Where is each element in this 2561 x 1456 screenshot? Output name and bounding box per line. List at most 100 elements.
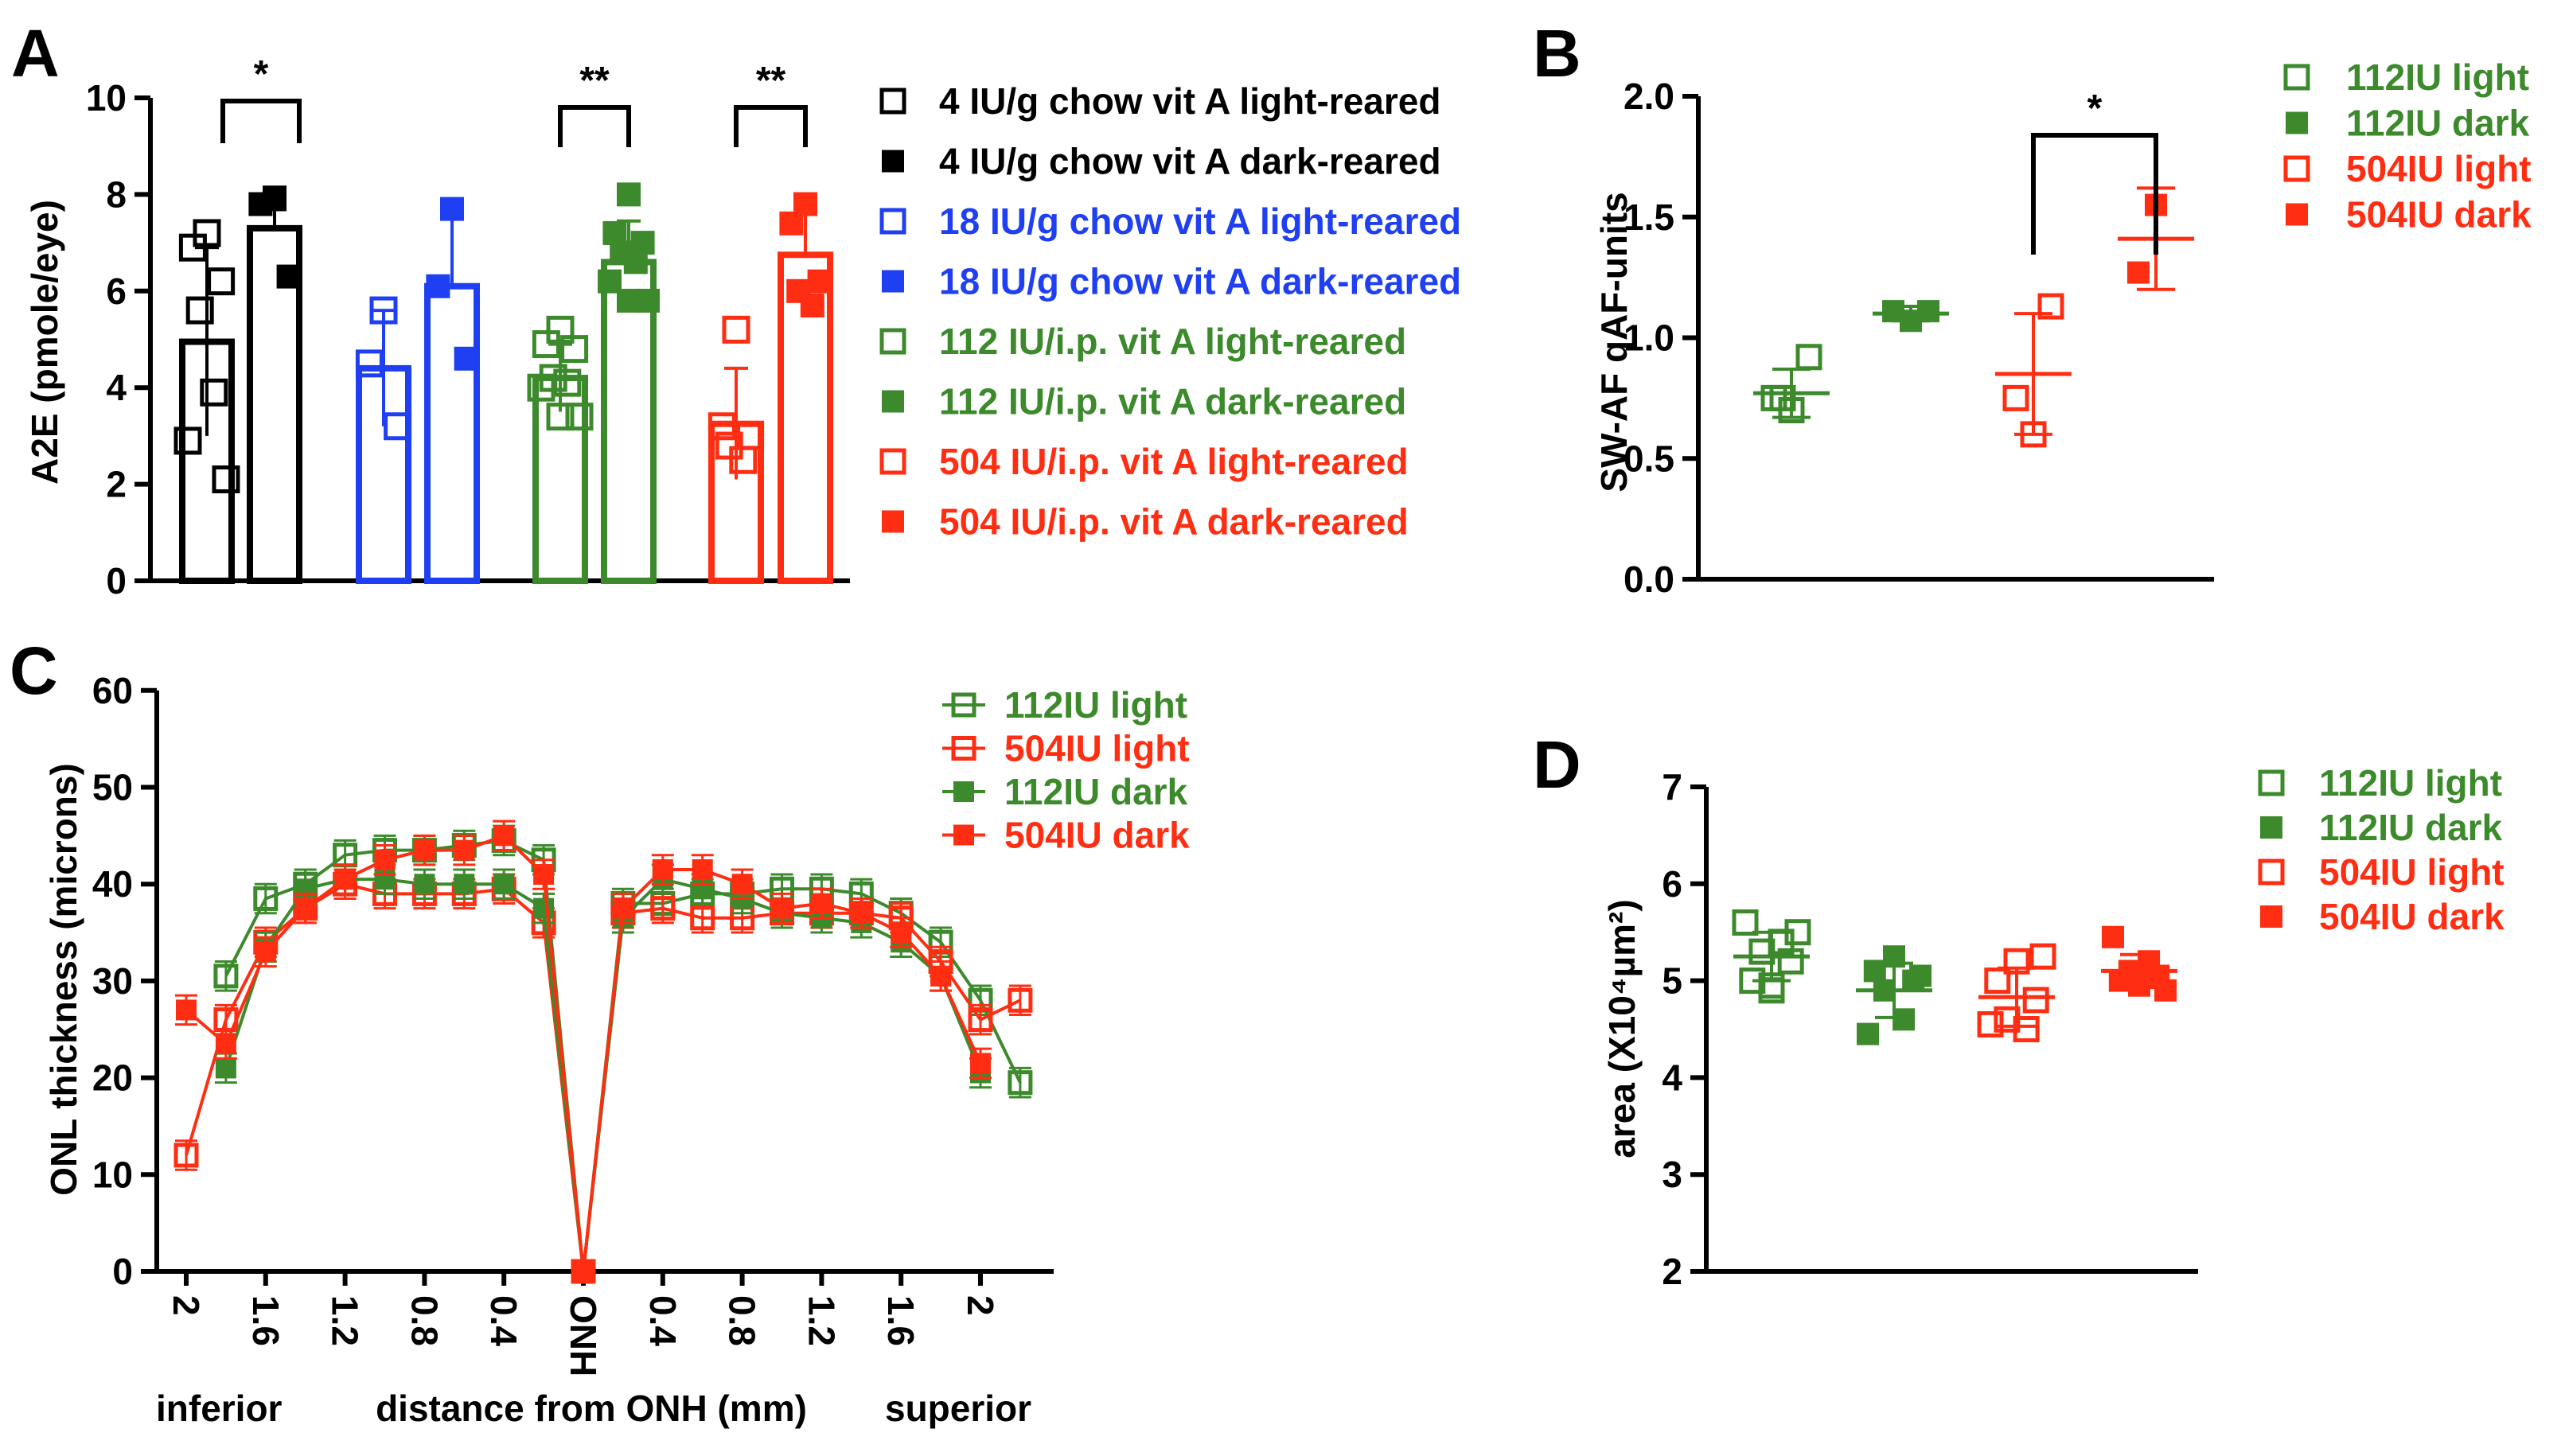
legend-marker <box>882 270 904 293</box>
y-tick-label: 5 <box>1662 960 1682 1002</box>
legend-label: 504IU dark <box>2346 194 2532 236</box>
data-point <box>414 874 435 895</box>
y-tick-label: 6 <box>1662 863 1682 905</box>
bar <box>532 375 588 584</box>
legend-label: 18 IU/g chow vit A dark-reared <box>939 261 1461 302</box>
data-point <box>968 1007 993 1033</box>
y-axis-label: area (X10⁴µm²) <box>1601 899 1643 1158</box>
data-point <box>546 403 575 431</box>
data-point <box>617 182 641 207</box>
legend-marker <box>2286 203 2308 226</box>
panel-letter: C <box>10 633 58 708</box>
legend-label: 504 IU/i.p. vit A dark-reared <box>939 501 1409 543</box>
legend-label: 504IU light <box>2319 851 2504 893</box>
data-point <box>527 373 555 402</box>
panel-letter: D <box>1533 727 1581 802</box>
x-axis-label-inferior: inferior <box>156 1388 283 1429</box>
data-point <box>692 858 713 880</box>
y-tick-label: 8 <box>106 173 127 215</box>
data-point <box>617 288 641 313</box>
data-point <box>200 378 228 407</box>
data-point <box>355 349 384 378</box>
legend-label: 504IU dark <box>1004 815 1190 856</box>
legend-marker <box>882 510 904 533</box>
legend-label: 504IU light <box>1004 728 1190 769</box>
y-tick-label: 1.0 <box>1624 317 1674 359</box>
legend-marker <box>951 692 976 718</box>
data-point <box>2127 261 2150 284</box>
data-point <box>207 267 236 296</box>
data-point <box>1909 964 1931 987</box>
scatter-group <box>1873 300 1949 333</box>
panel-a: A 0 2 4 6 8 10 A2E (pmole/eye) 4 IU/g chow vit A… <box>11 16 1461 601</box>
data-point <box>248 192 273 216</box>
data-point <box>807 269 832 294</box>
y-tick-label: 0 <box>112 1251 133 1292</box>
legend-marker <box>2286 111 2308 134</box>
y-tick-label: 0.0 <box>1624 559 1674 600</box>
legend-marker <box>953 824 974 846</box>
bar-group <box>707 315 765 584</box>
data-point <box>173 426 202 455</box>
data-point <box>779 211 804 236</box>
y-tick-label: 10 <box>92 1154 133 1195</box>
bar-group <box>247 185 302 584</box>
data-point <box>532 330 560 359</box>
y-tick-label: 3 <box>1662 1154 1682 1195</box>
data-point <box>623 250 648 274</box>
y-axis-label: SW-AF qAF-units <box>1593 192 1635 492</box>
x-tick-label: 2 <box>166 1295 207 1316</box>
legend-marker <box>879 328 906 355</box>
significance-bracket <box>558 105 631 147</box>
y-tick-label: 4 <box>1662 1057 1682 1098</box>
data-point <box>1008 1070 1033 1096</box>
y-tick-label: 0.5 <box>1624 438 1674 479</box>
data-point <box>690 905 715 931</box>
legend-marker <box>879 448 906 475</box>
data-point <box>213 964 239 989</box>
scatter-group <box>1856 945 1932 1045</box>
data-point <box>553 368 582 397</box>
data-point <box>493 874 515 895</box>
data-point <box>2013 1016 2040 1042</box>
data-point <box>215 1034 236 1055</box>
data-point <box>652 858 673 880</box>
x-tick-label: 2 <box>960 1295 1001 1316</box>
x-tick-label: 0.4 <box>642 1295 684 1346</box>
legend-marker <box>879 88 906 115</box>
legend-label: 4 IU/g chow vit A dark-reared <box>939 141 1441 182</box>
series-504iu-dark <box>175 819 992 1282</box>
bar-group <box>173 219 240 584</box>
data-point <box>707 412 736 441</box>
data-point <box>891 922 912 944</box>
significance-bracket <box>2031 133 2158 255</box>
legend-label: 4 IU/g chow vit A light-reared <box>939 80 1440 122</box>
legend-label: 504 IU/i.p. vit A light-reared <box>939 441 1409 482</box>
data-point <box>185 296 214 325</box>
data-point <box>212 465 240 494</box>
legend-label: 112IU dark <box>1004 771 1188 812</box>
legend-marker <box>953 781 974 802</box>
data-point <box>454 874 475 895</box>
legend-marker <box>2258 769 2285 796</box>
y-tick-label: 10 <box>86 77 127 119</box>
legend-label: 18 IU/g chow vit A light-reared <box>939 200 1461 242</box>
data-point <box>334 869 356 890</box>
scatter-group <box>2101 925 2177 1002</box>
y-tick-label: 40 <box>92 863 133 905</box>
bar-group <box>424 197 480 584</box>
data-point <box>414 839 435 861</box>
y-tick-label: 20 <box>92 1057 133 1099</box>
scatter-group <box>1995 293 2072 448</box>
data-point <box>1917 300 1939 323</box>
data-point <box>533 897 555 919</box>
data-point <box>1008 987 1033 1013</box>
data-point <box>560 335 589 364</box>
data-point <box>294 897 316 919</box>
legend-label: 504IU dark <box>2319 896 2504 937</box>
x-tick-label: 1.2 <box>801 1295 842 1346</box>
legend-label: 112 IU/i.p. vit A dark-reared <box>939 381 1406 422</box>
data-point <box>193 219 221 247</box>
data-point <box>173 1143 199 1168</box>
